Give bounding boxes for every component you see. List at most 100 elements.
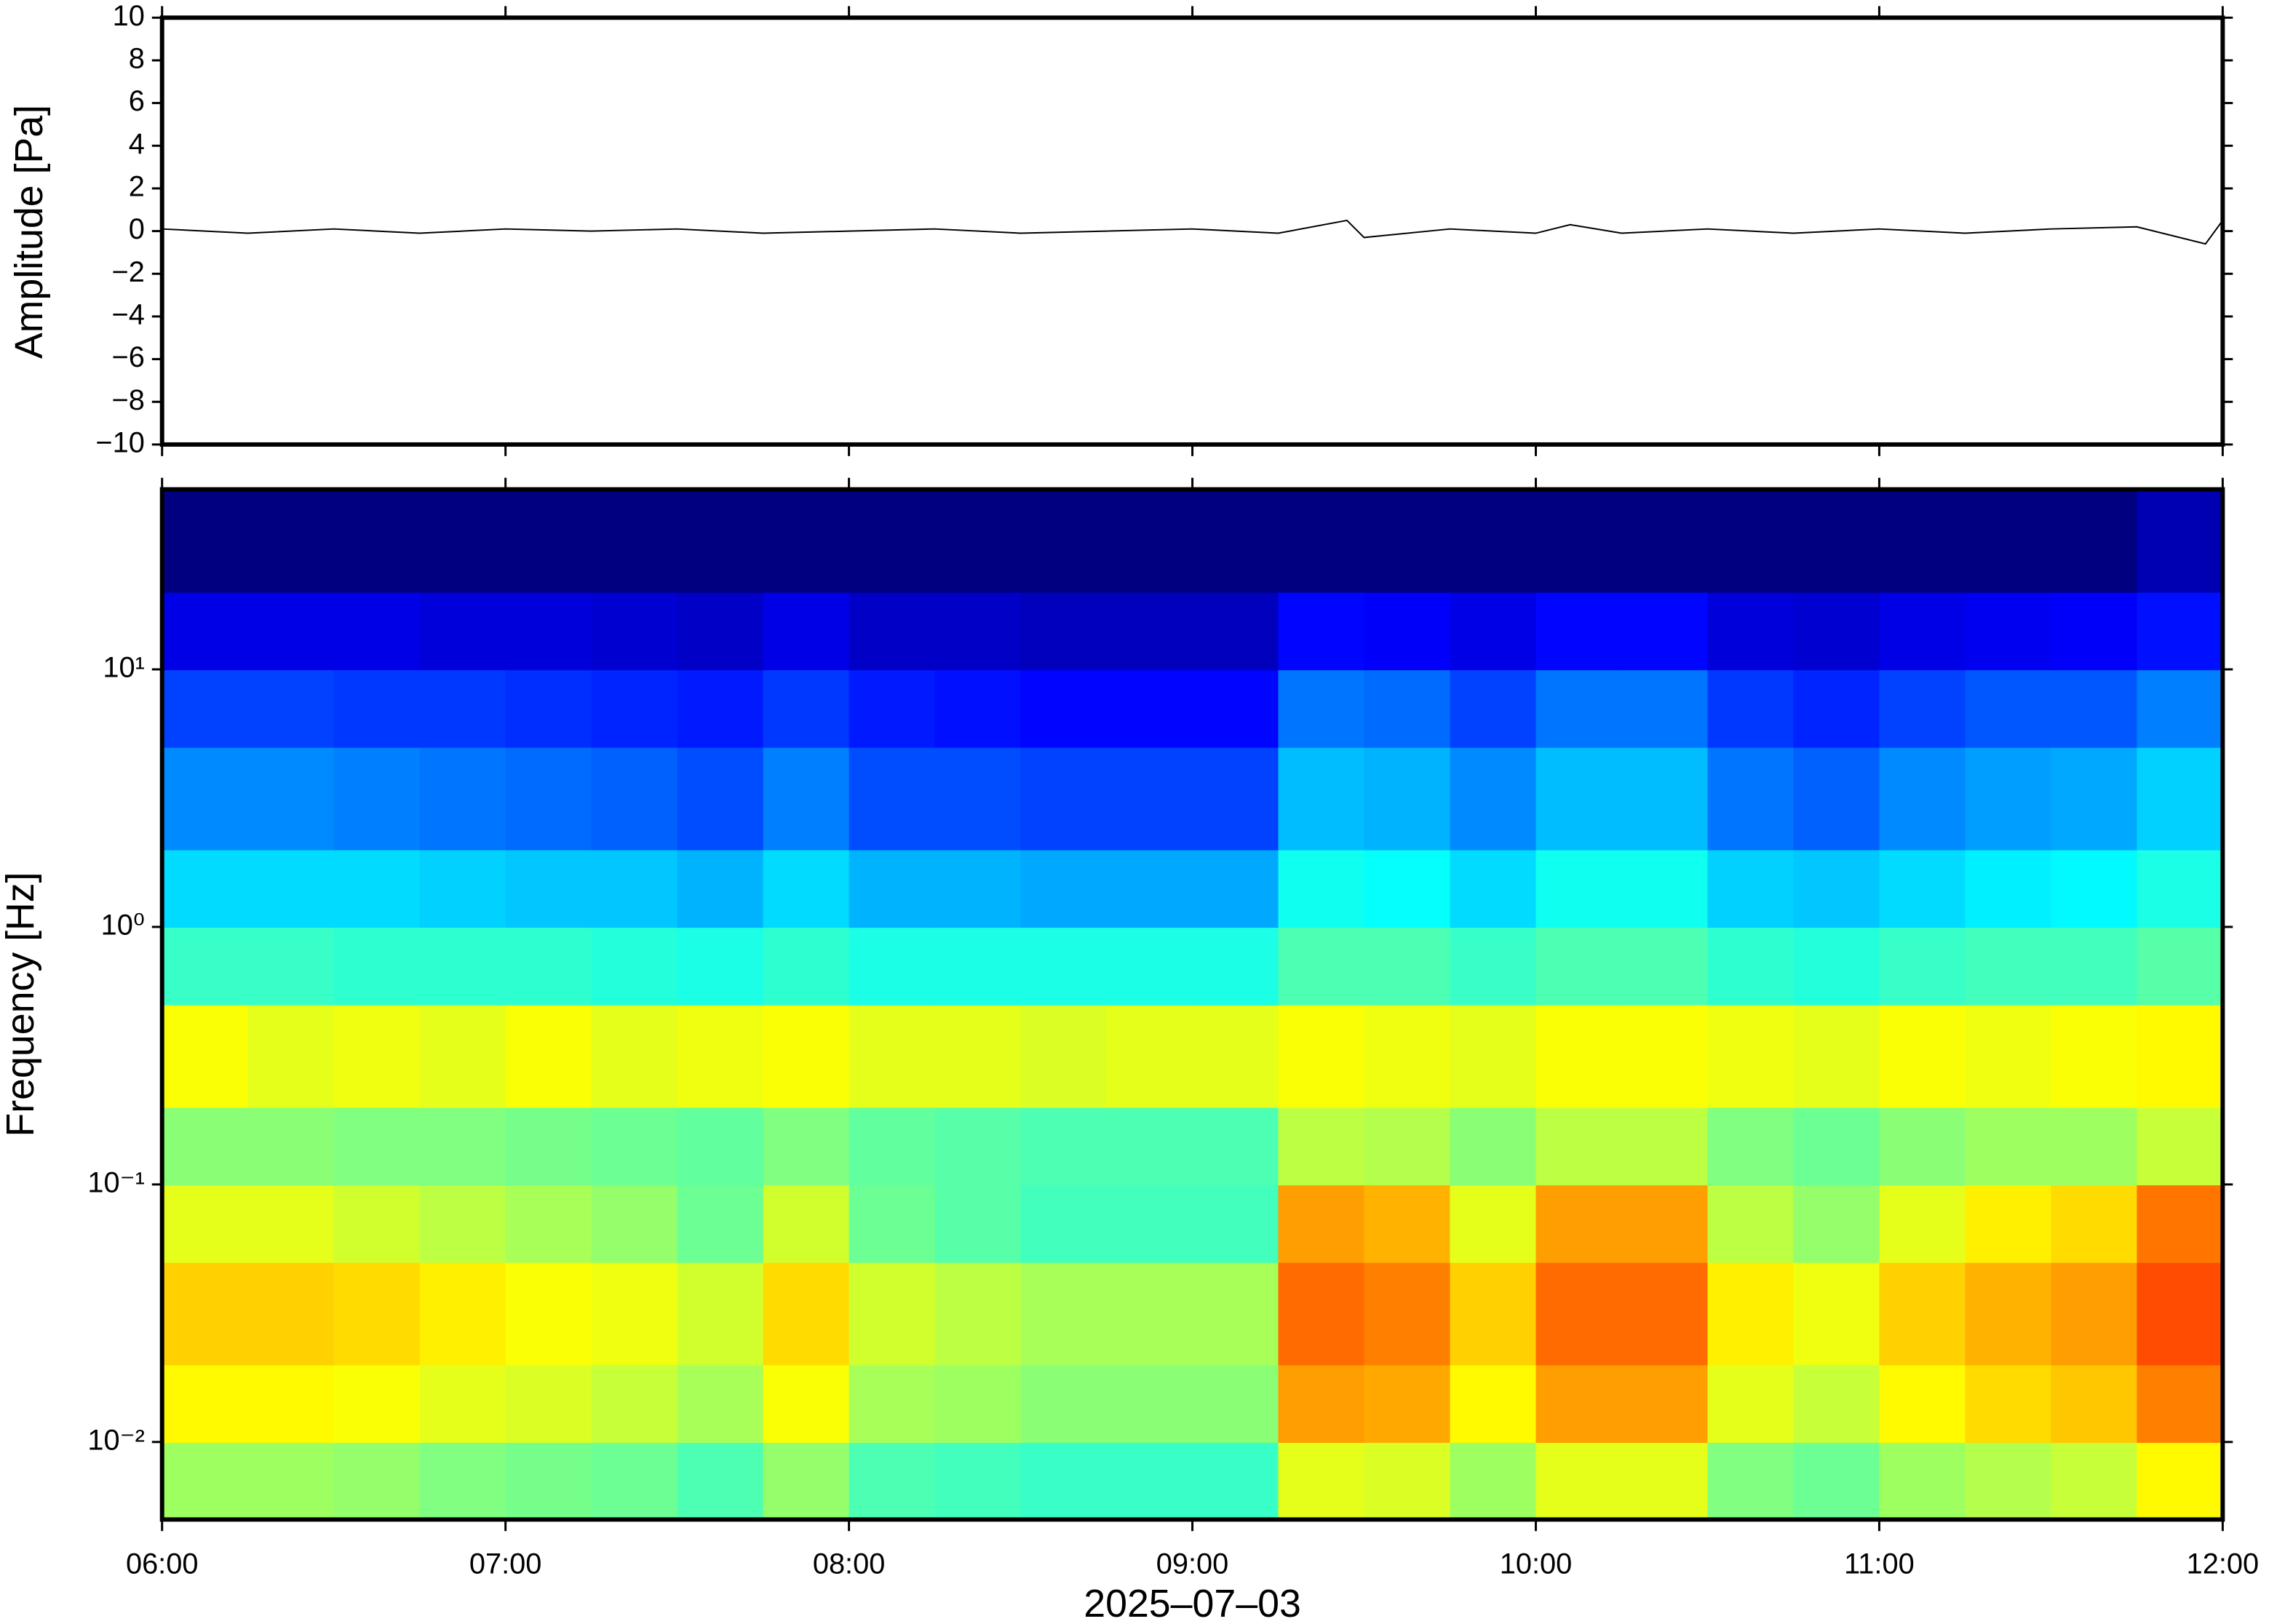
spectrogram-cell [849, 1364, 936, 1444]
spectrogram-cell [505, 1107, 592, 1186]
spectrogram-cell [677, 1364, 764, 1444]
waveform-panel: −10 −8 −6 −4 −2 0 2 4 6 8 10 [95, 0, 2233, 458]
spectrogram-cell [1106, 1184, 1193, 1263]
x-tick-label: 08:00 [813, 1548, 886, 1580]
spectrogram-cell [419, 592, 506, 671]
spectrogram-cell [1707, 1184, 1795, 1263]
spectrogram-cell [1621, 1364, 1709, 1444]
spectrogram-cell [591, 747, 678, 851]
spectrogram-cell [1278, 1107, 1365, 1186]
spectrogram-cell [934, 1184, 1022, 1263]
x-tick-label: 10:00 [1500, 1548, 1573, 1580]
spectrogram-cell [333, 1107, 421, 1186]
y-tick-label: 6 [129, 85, 145, 117]
spectrogram-cell [2137, 1004, 2224, 1108]
spectrogram-cell [1707, 926, 1795, 1006]
spectrogram-cell [1621, 1262, 1709, 1366]
spectrogram-cell [1793, 1004, 1880, 1108]
spectrogram-cell [1535, 669, 1623, 748]
spectrogram-cell [162, 669, 249, 748]
spectrogram-cell [1707, 1364, 1795, 1444]
spectrogram-cell [1535, 1441, 1623, 1521]
spectrogram-cell [1278, 669, 1365, 748]
y-tick-label: −10 [95, 426, 144, 458]
y-tick-label: 4 [129, 128, 145, 160]
spectrogram-cell [1106, 1364, 1193, 1444]
spectrogram-cell [1192, 1107, 1279, 1186]
spectrogram-cell [1793, 1364, 1880, 1444]
spectrogram-cell [1621, 1441, 1709, 1521]
spectrogram-cell [1278, 849, 1365, 928]
x-axis-label: 2025–07–03 [1084, 1582, 1301, 1624]
spectrogram-cell [333, 669, 421, 748]
spectrogram-cell [591, 669, 678, 748]
spectrogram-cell [1965, 747, 2052, 851]
spectrogram-cell [1450, 1184, 1537, 1263]
spectrogram-cell [1192, 1262, 1279, 1366]
spectrogram-cell [763, 1004, 850, 1108]
spectrogram-cell [247, 1262, 335, 1366]
spectrogram-cell [591, 1262, 678, 1366]
y-tick-label: 10 [113, 0, 145, 32]
spectrogram-cell [849, 1004, 936, 1108]
spectrogram-cell [247, 1004, 335, 1108]
spectrogram-cell [1278, 926, 1365, 1006]
spectrogram-cell [1192, 1364, 1279, 1444]
spectrogram-cell [934, 1004, 1022, 1108]
y-axis-label: Amplitude [Pa] [7, 105, 51, 359]
x-tick-label: 12:00 [2187, 1548, 2260, 1580]
spectrogram-cell [1965, 592, 2052, 671]
spectrogram-cell [2051, 1262, 2138, 1366]
spectrogram-cell [2137, 489, 2224, 593]
spectrogram-cell [2137, 1441, 2224, 1521]
spectrogram-cell [1621, 1107, 1709, 1186]
spectrogram-cell [333, 1004, 421, 1108]
spectrogram-cell [763, 1107, 850, 1186]
spectrogram-cell [2051, 669, 2138, 748]
spectrogram-cell [677, 926, 764, 1006]
spectrogram-cell [1192, 592, 1279, 671]
spectrogram-cell [162, 1262, 249, 1366]
spectrogram-cell [162, 747, 249, 851]
spectrogram-cell [419, 849, 506, 928]
spectrogram-cell [677, 669, 764, 748]
spectrogram-cell [763, 1184, 850, 1263]
spectrogram-cell [2137, 592, 2224, 671]
spectrogram-cell [849, 1441, 936, 1521]
spectrogram-cell [1278, 747, 1365, 851]
spectrogram-cell [1106, 669, 1193, 748]
spectrogram-cell [505, 1262, 592, 1366]
spectrogram-cell [419, 1004, 506, 1108]
spectrogram-cell [247, 592, 335, 671]
y-tick-label: 2 [129, 170, 145, 202]
spectrogram-cell [1621, 1184, 1709, 1263]
spectrogram-cell [1535, 747, 1623, 851]
spectrogram-cell [1450, 926, 1537, 1006]
spectrogram-cell [1278, 1004, 1365, 1108]
spectrogram-cell [1707, 1004, 1795, 1108]
spectrogram-cell [1793, 747, 1880, 851]
spectrogram-cell [934, 747, 1022, 851]
spectrogram-cell [934, 489, 1022, 593]
spectrogram-cell [849, 1107, 936, 1186]
spectrogram-cell [1364, 1184, 1451, 1263]
spectrogram-cell [1707, 489, 1795, 593]
spectrogram-cell [1535, 1004, 1623, 1108]
spectrogram-cell [1278, 1441, 1365, 1521]
spectrogram-cell [1106, 1107, 1193, 1186]
spectrogram-cell [1364, 669, 1451, 748]
spectrogram-cell [333, 592, 421, 671]
spectrogram-cell [333, 1262, 421, 1366]
y-tick-label: 10⁻² [87, 1424, 144, 1456]
spectrogram-cell [1192, 489, 1279, 593]
spectrogram-cell [1621, 747, 1709, 851]
spectrogram-cell [591, 926, 678, 1006]
spectrogram-cell [1621, 849, 1709, 928]
spectrogram-cell [419, 926, 506, 1006]
spectrogram-cell [677, 1004, 764, 1108]
y-tick-label: −8 [112, 384, 145, 416]
spectrogram-cell [2051, 1441, 2138, 1521]
spectrogram-cell [1278, 1184, 1365, 1263]
spectrogram-cell [1450, 849, 1537, 928]
spectrogram-cell [1879, 1004, 1966, 1108]
